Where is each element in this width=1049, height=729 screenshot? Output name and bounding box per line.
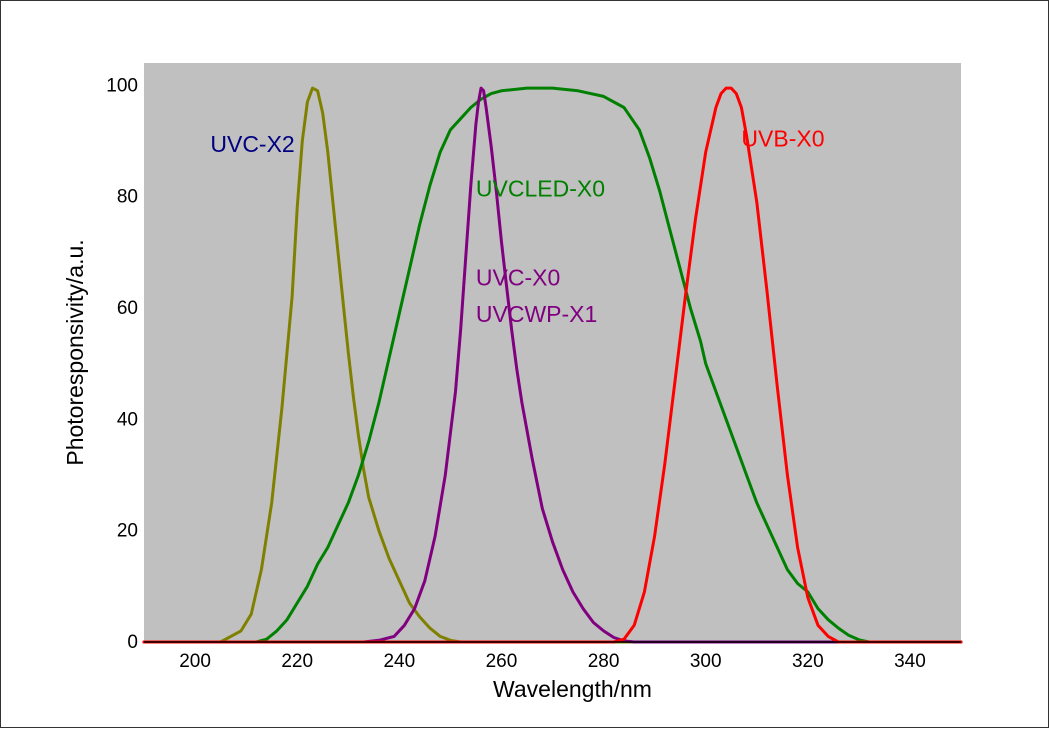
series-lines bbox=[142, 86, 963, 644]
x-tick-label: 320 bbox=[792, 651, 824, 672]
y-axis-title: Photoresponsivity/a.u. bbox=[62, 239, 88, 465]
x-tick-label: 260 bbox=[486, 651, 518, 672]
y-axis: 0 20 40 60 80 100 bbox=[106, 75, 138, 653]
series-line-4 bbox=[142, 86, 963, 644]
y-tick-label: 100 bbox=[106, 75, 138, 96]
y-tick-label: 40 bbox=[117, 409, 138, 430]
x-tick-label: 280 bbox=[588, 651, 620, 672]
y-tick-label: 80 bbox=[117, 187, 138, 208]
x-tick-label: 200 bbox=[179, 651, 211, 672]
y-tick-label: 20 bbox=[117, 521, 138, 542]
series-label-4: UVCWP-X1 bbox=[476, 301, 597, 327]
x-axis: 200 220 240 260 280 300 320 340 bbox=[179, 651, 926, 672]
y-tick-label: 60 bbox=[117, 298, 138, 319]
x-tick-label: 300 bbox=[690, 651, 722, 672]
x-tick-label: 340 bbox=[894, 651, 926, 672]
series-line-3 bbox=[142, 86, 963, 644]
series-line-2 bbox=[142, 86, 963, 644]
series-label-2: UVCLED-X0 bbox=[476, 176, 605, 202]
series-label-3: UVC-X0 bbox=[476, 265, 560, 291]
series-label-1: UVC-X2 bbox=[210, 131, 294, 157]
x-axis-title: Wavelength/nm bbox=[493, 676, 652, 702]
x-tick-label: 220 bbox=[281, 651, 313, 672]
y-tick-label: 0 bbox=[127, 632, 138, 653]
series-labels: UVC-X2 UVCLED-X0 UVC-X0 UVCWP-X1 UVB-X0 bbox=[210, 126, 824, 327]
series-label-5: UVB-X0 bbox=[741, 126, 824, 152]
x-tick-label: 240 bbox=[383, 651, 415, 672]
